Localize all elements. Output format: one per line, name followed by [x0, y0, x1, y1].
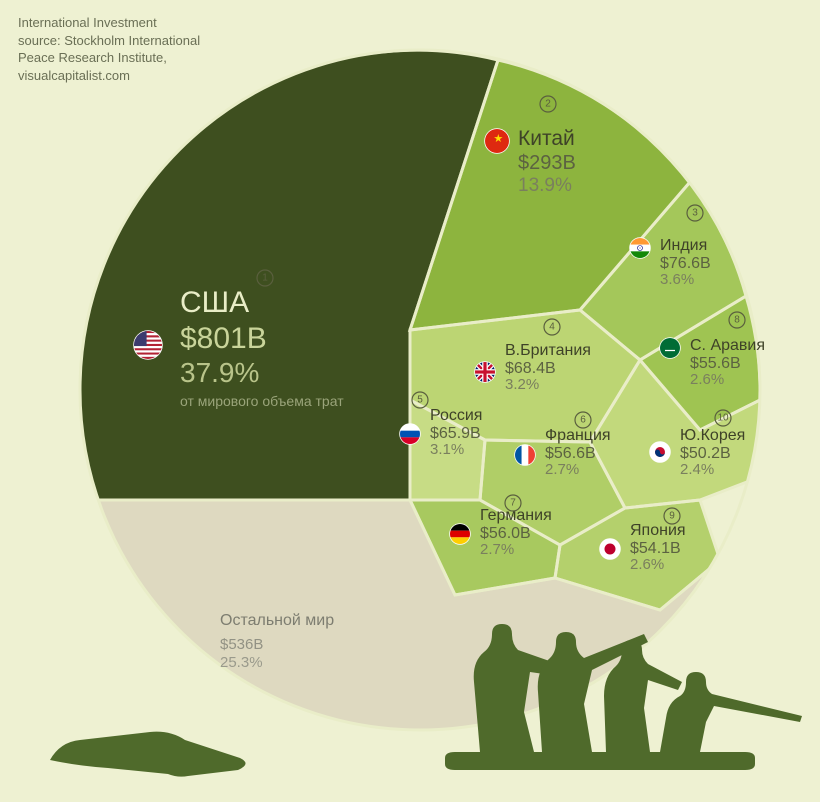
kr-flag-icon — [650, 442, 670, 462]
country-pct-1: 37.9% — [180, 357, 259, 388]
country-value-2: $293B — [518, 152, 576, 174]
country-value-9: $54.1B — [630, 540, 681, 557]
country-pct-2: 13.9% — [518, 175, 572, 196]
fr-flag-icon — [515, 445, 535, 465]
country-value-7: $56.0B — [480, 525, 531, 542]
src-line3: Peace Research Institute, — [18, 50, 167, 65]
country-pct-3: 3.6% — [660, 271, 694, 288]
country-value-1: $801B — [180, 322, 267, 355]
country-value-5: $65.9B — [430, 425, 481, 442]
sa-flag-icon — [660, 338, 680, 358]
country-pct-7: 2.7% — [480, 541, 514, 558]
country-name-5: Россия — [430, 407, 482, 424]
country-pct-4: 3.2% — [505, 376, 539, 393]
country-name-7: Германия — [480, 507, 552, 524]
rest-pct: 25.3% — [220, 654, 263, 671]
country-pct-8: 2.6% — [690, 371, 724, 388]
rank-num: 1 — [262, 273, 268, 284]
us-flag-icon — [134, 331, 162, 359]
country-name-8: С. Аравия — [690, 337, 765, 354]
cn-flag-icon: ★ — [485, 129, 509, 153]
country-name-4: В.Британия — [505, 342, 591, 359]
src-line2: source: Stockholm International — [18, 33, 200, 48]
country-name-10: Ю.Корея — [680, 427, 745, 444]
country-value-8: $55.6B — [690, 355, 741, 372]
ru-flag-icon — [400, 424, 420, 444]
svg-text:★: ★ — [493, 133, 503, 145]
source-attribution: International Investment source: Stockho… — [18, 14, 200, 84]
rest-value: $536B — [220, 636, 263, 653]
de-flag-icon — [450, 524, 470, 544]
rank-num: 9 — [669, 511, 675, 522]
country-name-6: Франция — [545, 427, 611, 444]
country-value-10: $50.2B — [680, 445, 731, 462]
rank-num: 2 — [545, 99, 551, 110]
in-flag-icon — [630, 238, 650, 258]
uk-flag-icon — [475, 362, 495, 382]
rest-name: Остальной мир — [220, 612, 334, 629]
country-pct-6: 2.7% — [545, 461, 579, 478]
country-pct-5: 3.1% — [430, 441, 464, 458]
rank-num: 4 — [549, 322, 555, 333]
country-value-6: $56.6B — [545, 445, 596, 462]
rank-num: 10 — [717, 413, 729, 424]
country-name-2: Китай — [518, 127, 575, 150]
rank-num: 5 — [417, 395, 423, 406]
country-name-3: Индия — [660, 237, 707, 254]
subtitle: от мирового объема трат — [180, 393, 344, 409]
src-line1: International Investment — [18, 15, 157, 30]
voronoi-treemap-chart: 1 США$801B37.9% от мирового объема трат 2 ★ К… — [0, 0, 820, 802]
rank-num: 6 — [580, 415, 586, 426]
country-value-3: $76.6B — [660, 255, 711, 272]
country-name-9: Япония — [630, 522, 686, 539]
country-value-4: $68.4B — [505, 360, 556, 377]
src-line4: visualcapitalist.com — [18, 68, 130, 83]
country-name-1: США — [180, 286, 249, 319]
rank-num: 8 — [734, 315, 740, 326]
rank-num: 3 — [692, 208, 698, 219]
jp-flag-icon — [600, 539, 620, 559]
country-pct-10: 2.4% — [680, 461, 714, 478]
country-pct-9: 2.6% — [630, 556, 664, 573]
